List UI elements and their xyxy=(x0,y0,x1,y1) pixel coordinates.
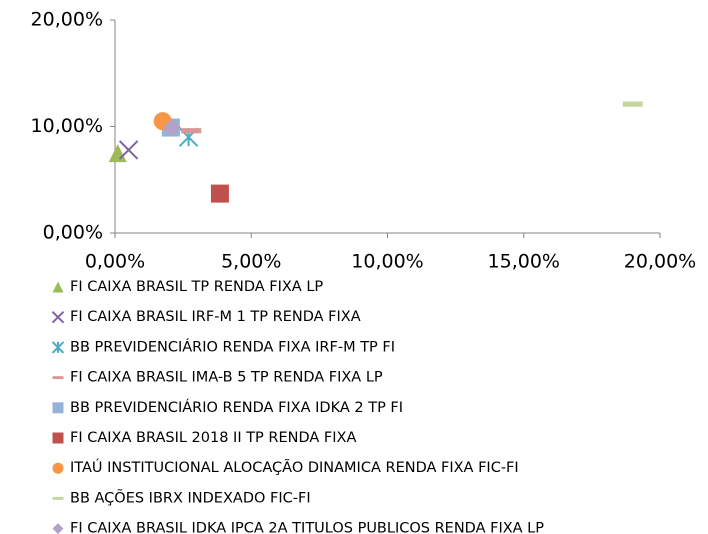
y-tick-label: 0,00% xyxy=(43,222,103,244)
legend-label: FI CAIXA BRASIL TP RENDA FIXA LP xyxy=(70,279,323,295)
y-tick-label: 20,00% xyxy=(31,9,103,31)
x-tick-label: 0,00% xyxy=(85,251,145,273)
legend-marker xyxy=(51,341,65,354)
legend-marker xyxy=(52,523,64,534)
legend-marker xyxy=(52,281,64,293)
legend-marker xyxy=(52,376,64,380)
point xyxy=(210,184,229,203)
x-tick-label: 20,00% xyxy=(624,251,696,273)
x-tick-label: 5,00% xyxy=(221,251,281,273)
y-tick-label: 10,00% xyxy=(31,115,103,137)
x-tick-label: 15,00% xyxy=(488,251,560,273)
legend-marker xyxy=(52,496,64,500)
legend-label: FI CAIXA BRASIL 2018 II TP RENDA FIXA xyxy=(70,430,356,446)
legend-marker xyxy=(51,310,65,324)
legend-marker xyxy=(52,432,64,444)
legend-label: FI CAIXA BRASIL IMA-B 5 TP RENDA FIXA LP xyxy=(70,370,383,386)
legend-label: FI CAIXA BRASIL IRF-M 1 TP RENDA FIXA xyxy=(70,309,361,325)
legend-label: BB PREVIDENCIÁRIO RENDA FIXA IRF-M TP FI xyxy=(70,338,395,355)
x-tick-label: 10,00% xyxy=(351,251,423,273)
legend-marker xyxy=(52,462,64,474)
legend-label: ITAÚ INSTITUCIONAL ALOCAÇÃO DINAMICA REN… xyxy=(70,458,519,476)
legend-label: BB AÇÕES IBRX INDEXADO FIC-FI xyxy=(70,489,311,506)
point xyxy=(622,101,643,107)
point xyxy=(163,118,182,137)
point xyxy=(181,128,202,134)
legend-label: BB PREVIDENCIÁRIO RENDA FIXA IDKA 2 TP F… xyxy=(70,399,403,416)
legend-label: FI CAIXA BRASIL IDKA IPCA 2A TITULOS PUB… xyxy=(70,521,544,534)
point xyxy=(118,140,139,160)
legend-marker xyxy=(52,402,64,414)
